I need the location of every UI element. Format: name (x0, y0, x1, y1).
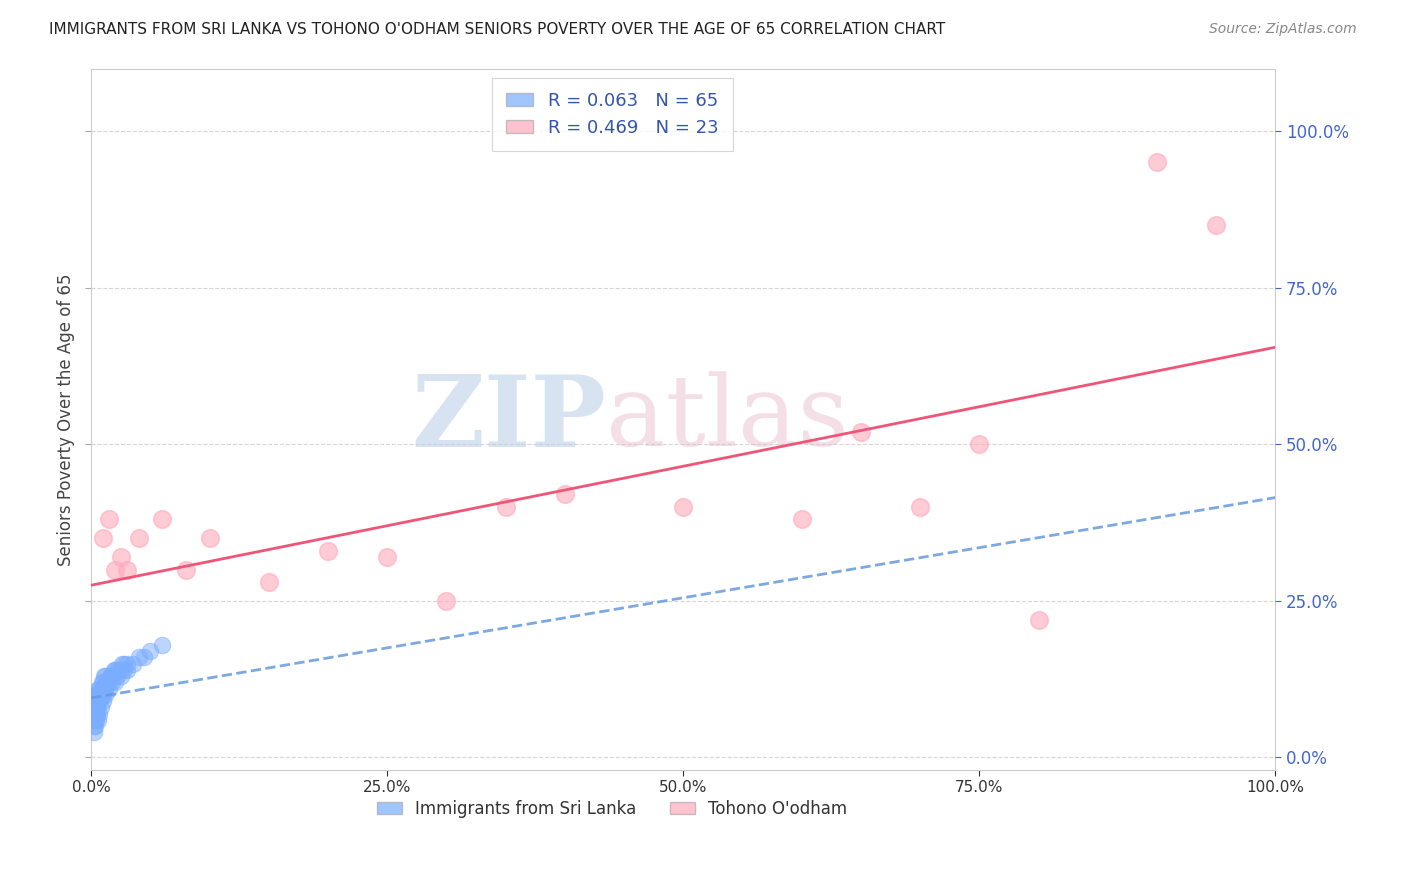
Point (91, 675, 114, 690)
Point (83, 719, 105, 733)
Point (790, 512, 813, 526)
Point (89, 706, 111, 721)
Point (1146, 155, 1168, 169)
Point (97, 512, 120, 526)
Point (87, 688, 110, 702)
Point (104, 663, 127, 677)
Point (1205, 218, 1227, 232)
Point (97, 681, 120, 696)
Point (89, 694, 111, 708)
Point (128, 531, 150, 545)
Point (94, 669, 117, 683)
Point (105, 669, 128, 683)
Point (849, 425, 872, 439)
Point (98, 669, 121, 683)
Point (128, 650, 150, 665)
Point (104, 675, 127, 690)
Point (495, 500, 517, 514)
Point (83, 700, 105, 714)
Point (86, 706, 108, 721)
Point (97, 675, 120, 690)
Point (94, 681, 117, 696)
Point (83, 719, 105, 733)
Point (91, 694, 114, 708)
Point (91, 531, 114, 545)
Point (97, 675, 120, 690)
Point (316, 543, 339, 558)
Point (86, 694, 108, 708)
Point (83, 725, 105, 739)
Point (115, 657, 138, 671)
Point (101, 675, 124, 690)
Point (87, 713, 110, 727)
Text: IMMIGRANTS FROM SRI LANKA VS TOHONO O'ODHAM SENIORS POVERTY OVER THE AGE OF 65 C: IMMIGRANTS FROM SRI LANKA VS TOHONO O'OD… (49, 22, 945, 37)
Point (174, 563, 197, 577)
Point (112, 657, 135, 671)
Point (84, 700, 107, 714)
Point (115, 663, 138, 677)
Point (83, 700, 105, 714)
Point (89, 688, 111, 702)
Point (83, 688, 105, 702)
Point (94, 688, 117, 702)
Point (84, 688, 107, 702)
Point (84, 713, 107, 727)
Point (672, 500, 695, 514)
Point (134, 650, 156, 665)
Point (121, 657, 143, 671)
Point (115, 563, 138, 577)
Point (90, 675, 112, 690)
Point (150, 638, 173, 652)
Point (198, 531, 221, 545)
Point (91, 688, 114, 702)
Point (112, 663, 135, 677)
Point (139, 644, 162, 658)
Point (84, 694, 107, 708)
Point (104, 563, 127, 577)
Point (89, 681, 111, 696)
Point (83, 694, 105, 708)
Point (90, 700, 112, 714)
Point (1028, 613, 1050, 627)
Point (90, 688, 112, 702)
Point (87, 694, 110, 708)
Point (100, 669, 122, 683)
Point (111, 657, 134, 671)
Text: atlas: atlas (606, 371, 849, 467)
Point (103, 663, 125, 677)
Point (101, 669, 124, 683)
Point (87, 681, 110, 696)
Point (105, 663, 128, 677)
Point (257, 575, 280, 590)
Legend: Immigrants from Sri Lanka, Tohono O'odham: Immigrants from Sri Lanka, Tohono O'odha… (370, 794, 853, 825)
Y-axis label: Seniors Poverty Over the Age of 65: Seniors Poverty Over the Age of 65 (58, 273, 75, 566)
Text: Source: ZipAtlas.com: Source: ZipAtlas.com (1209, 22, 1357, 37)
Point (93, 681, 115, 696)
Point (90, 681, 112, 696)
Point (969, 437, 991, 451)
Point (110, 669, 132, 683)
Text: ZIP: ZIP (412, 371, 606, 467)
Point (150, 512, 173, 526)
Point (83, 713, 105, 727)
Point (90, 688, 112, 702)
Point (96, 675, 118, 690)
Point (86, 688, 108, 702)
Point (83, 713, 105, 727)
Point (93, 669, 115, 683)
Point (375, 549, 398, 564)
Point (108, 663, 131, 677)
Point (86, 700, 108, 714)
Point (84, 706, 107, 721)
Point (554, 487, 576, 501)
Point (908, 500, 931, 514)
Point (110, 549, 132, 564)
Point (436, 594, 458, 608)
Point (83, 706, 105, 721)
